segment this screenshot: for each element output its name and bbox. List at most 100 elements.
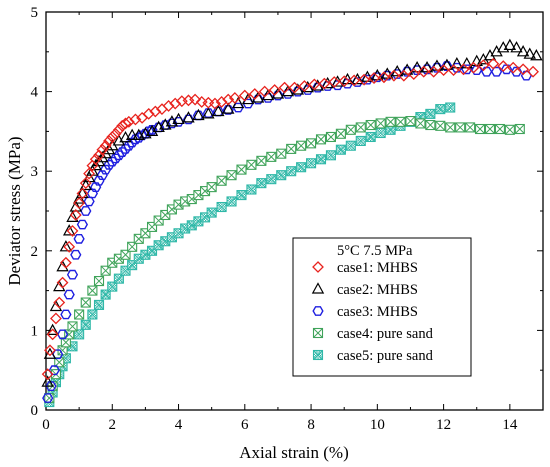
data-point — [93, 275, 105, 287]
data-point — [371, 72, 383, 83]
data-point — [212, 104, 225, 117]
data-point — [331, 75, 344, 87]
y-tick-label: 3 — [31, 164, 39, 180]
x-axis-title: Axial strain (%) — [239, 443, 349, 462]
data-point — [417, 65, 430, 78]
data-point — [365, 131, 376, 143]
x-tick-label: 12 — [436, 417, 451, 433]
data-point — [189, 93, 202, 106]
x-tick-label: 2 — [109, 417, 117, 433]
data-point — [169, 97, 182, 110]
data-point — [437, 64, 450, 77]
data-point — [358, 73, 370, 86]
data-point — [494, 123, 505, 135]
legend-title: 5°C 7.5 MPa — [337, 243, 413, 259]
data-point — [395, 116, 406, 127]
data-point — [41, 375, 54, 387]
x-tick-label: 8 — [307, 417, 315, 433]
data-point — [256, 155, 267, 166]
data-point — [405, 116, 416, 127]
data-point — [325, 150, 336, 161]
data-point — [162, 100, 175, 112]
y-tick-label: 1 — [31, 323, 39, 339]
data-point — [80, 206, 92, 216]
data-point — [99, 146, 112, 159]
series-4 — [44, 116, 525, 404]
data-point — [125, 128, 139, 140]
data-point — [523, 47, 536, 59]
data-point — [306, 158, 317, 169]
data-point — [457, 63, 470, 76]
data-point — [261, 88, 275, 101]
data-point — [516, 45, 530, 57]
data-point — [266, 151, 277, 162]
data-point — [73, 197, 86, 209]
data-point — [325, 131, 336, 143]
data-point — [103, 135, 115, 147]
data-point — [286, 166, 297, 177]
data-point — [477, 59, 490, 72]
data-point — [355, 122, 366, 133]
y-tick-label: 0 — [31, 403, 39, 419]
data-point — [415, 118, 426, 129]
data-point — [53, 279, 66, 292]
y-tick-label: 4 — [31, 85, 39, 101]
data-point — [50, 312, 62, 325]
legend-label: case5: pure sand — [337, 348, 434, 364]
data-point — [93, 149, 105, 162]
data-point — [507, 61, 520, 74]
data-point — [483, 49, 497, 61]
data-point — [527, 65, 539, 78]
data-point — [296, 140, 307, 151]
data-point — [484, 123, 496, 135]
data-point — [246, 184, 257, 195]
data-point — [455, 122, 466, 133]
data-point — [271, 87, 285, 99]
data-point — [308, 78, 321, 91]
data-point — [407, 68, 420, 81]
data-point — [298, 80, 311, 92]
y-axis-title: Deviator stress (MPa) — [5, 136, 24, 285]
legend-marker — [311, 282, 325, 294]
data-point — [425, 108, 436, 119]
data-point — [435, 104, 446, 115]
data-point — [276, 148, 287, 159]
y-tick-label: 5 — [31, 5, 39, 21]
data-point — [49, 299, 63, 312]
data-point — [335, 128, 346, 139]
legend-label: case1: MHBS — [337, 260, 418, 276]
data-point — [149, 105, 162, 118]
data-point — [192, 108, 205, 121]
data-point — [76, 186, 89, 199]
data-point — [474, 123, 486, 135]
x-tick-label: 4 — [175, 417, 183, 433]
x-tick-label: 14 — [502, 417, 518, 433]
data-point — [46, 323, 59, 335]
legend-items: case1: MHBS case2: MHBS case3: MHBS case4: … — [311, 260, 434, 364]
data-point — [109, 127, 122, 140]
data-point — [425, 119, 436, 131]
legend-label: case4: pure sand — [337, 326, 434, 342]
data-point — [216, 201, 227, 213]
data-point — [153, 215, 164, 226]
data-point — [315, 154, 327, 165]
data-point — [90, 182, 102, 193]
data-point — [252, 94, 264, 105]
data-point — [222, 93, 235, 106]
data-point — [76, 219, 89, 230]
data-point — [60, 309, 72, 320]
data-point — [182, 114, 195, 125]
data-point — [328, 76, 341, 88]
data-point — [83, 167, 95, 180]
legend-marker — [312, 261, 324, 273]
data-point — [228, 92, 241, 104]
data-point — [53, 296, 66, 309]
data-point — [89, 153, 102, 166]
data-point — [87, 309, 98, 320]
data-point — [497, 41, 510, 53]
data-point — [481, 66, 493, 77]
data-point — [41, 368, 54, 381]
series-1 — [41, 57, 539, 381]
data-point — [497, 60, 510, 73]
data-point — [301, 80, 314, 93]
